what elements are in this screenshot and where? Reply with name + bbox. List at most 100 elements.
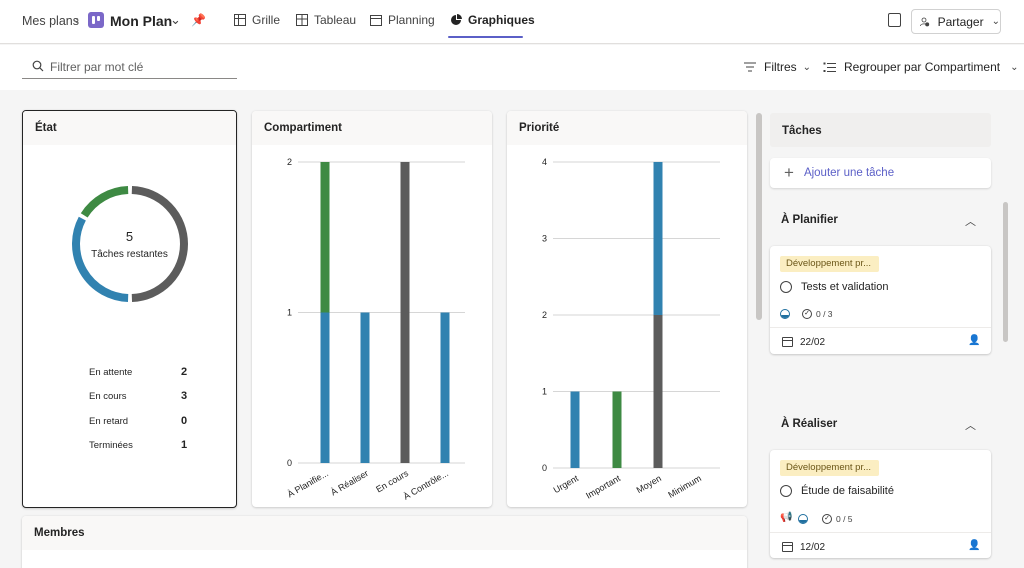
remaining-label: Tâches restantes: [91, 249, 168, 260]
chevron-down-icon: ⌄: [991, 16, 1000, 27]
members-card-title: Membres: [22, 516, 747, 550]
stat-label: En cours: [89, 391, 127, 402]
breadcrumb-my-plans[interactable]: Mes plans: [22, 14, 79, 28]
bar-segment[interactable]: [320, 312, 330, 464]
chevron-down-icon: ⌄: [802, 61, 812, 73]
chevron-down-icon: ⌄: [1010, 61, 1019, 73]
card-divider: [770, 532, 991, 533]
x-tick-label: Urgent: [552, 473, 581, 495]
assign-icon[interactable]: 👤: [968, 540, 981, 551]
group-by-button[interactable]: Regrouper par Compartiment ⌄: [823, 60, 1018, 74]
charts-scrollbar[interactable]: [756, 113, 762, 320]
tasks-scrollbar[interactable]: [1003, 202, 1008, 342]
bar-segment[interactable]: [653, 315, 663, 468]
y-tick-label: 1: [287, 308, 292, 318]
bucket-title: À Planifier: [781, 214, 838, 226]
tab-label: Graphiques: [468, 13, 535, 27]
progress-icon: [780, 309, 790, 319]
donut-slice[interactable]: [72, 216, 129, 302]
priority-chart-title: Priorité: [507, 111, 747, 145]
grid-icon: [234, 14, 246, 26]
plus-icon: +: [784, 163, 794, 182]
bucket-chart-title: Compartiment: [252, 111, 492, 145]
checklist-count: 0 / 3: [816, 309, 833, 319]
calendar-icon: [782, 542, 793, 552]
donut-slice[interactable]: [80, 186, 129, 218]
tab-board[interactable]: Tableau: [296, 0, 356, 40]
x-tick-label: À Réaliser: [329, 468, 370, 497]
stat-value: 2: [181, 366, 188, 378]
stat-row: En retard 0: [89, 415, 189, 427]
complete-task-checkbox[interactable]: [780, 281, 792, 293]
stat-row: En cours 3: [89, 390, 189, 402]
stat-label: En retard: [89, 416, 129, 427]
tab-schedule[interactable]: Planning: [370, 0, 435, 40]
store-icon[interactable]: [888, 13, 901, 27]
bar-segment[interactable]: [400, 162, 410, 463]
task-card[interactable]: Développement pr... Étude de faisabilité…: [770, 450, 991, 558]
filter-icon: [744, 62, 756, 72]
donut-slice[interactable]: [131, 186, 188, 302]
breadcrumb-chevron-icon: ›: [75, 13, 79, 27]
card-divider: [770, 327, 991, 328]
label-tag: Développement pr...: [780, 256, 880, 272]
add-task-label: Ajouter une tâche: [803, 167, 895, 179]
assign-icon[interactable]: 👤: [968, 335, 981, 346]
priority-chart-card[interactable]: Priorité 0 1 2 3 4 Urgent Important Moyen Minimu…: [507, 111, 747, 507]
task-card[interactable]: Développement pr... Tests et validation …: [770, 246, 991, 354]
search-box[interactable]: [22, 57, 237, 79]
chevron-up-icon[interactable]: ︿: [965, 216, 976, 228]
bar-segment[interactable]: [360, 312, 370, 464]
x-tick-label: Moyen: [635, 473, 663, 495]
complete-task-checkbox[interactable]: [780, 485, 792, 497]
chevron-down-icon[interactable]: ⌄: [170, 12, 181, 27]
checklist-count: 0 / 5: [836, 514, 853, 524]
pie-chart-icon: [451, 14, 462, 25]
add-task-button[interactable]: + Ajouter une tâche: [770, 158, 991, 188]
chevron-up-icon[interactable]: ︿: [965, 420, 976, 432]
due-date: 22/02: [800, 337, 826, 348]
bar-segment[interactable]: [612, 391, 622, 469]
task-name: Tests et validation: [801, 281, 889, 293]
plan-title[interactable]: Mon Plan: [110, 13, 173, 29]
y-tick-label: 0: [287, 458, 292, 468]
x-tick-label: Important: [584, 473, 622, 501]
board-icon: [296, 14, 308, 26]
bar-segment[interactable]: [440, 312, 450, 464]
bar-segment[interactable]: [653, 162, 663, 315]
tab-label: Tableau: [314, 13, 357, 27]
share-button[interactable]: Partager ⌄: [911, 9, 1001, 34]
stat-label: En attente: [89, 367, 133, 378]
plan-icon: [88, 12, 104, 28]
calendar-icon: [782, 337, 793, 347]
search-input[interactable]: [50, 57, 230, 77]
tab-label: Planning: [388, 13, 435, 27]
members-card[interactable]: Membres: [22, 516, 747, 568]
status-card[interactable]: État 5 Tâches restantes En attente 2 En c…: [22, 110, 237, 508]
checklist-icon: ✓: [802, 309, 812, 319]
remaining-count: 5: [125, 229, 134, 244]
tab-label: Grille: [252, 13, 281, 27]
bucket-title: À Réaliser: [781, 418, 838, 430]
stat-value: 0: [181, 415, 188, 427]
label-tag: Développement pr...: [780, 460, 880, 476]
calendar-icon: [370, 15, 382, 26]
filters-button[interactable]: Filtres ⌄: [744, 60, 811, 74]
bar-segment[interactable]: [570, 391, 580, 469]
filter-bar: Filtres ⌄ Regrouper par Compartiment ⌄: [0, 45, 1024, 90]
pin-icon[interactable]: 📌: [191, 13, 206, 27]
bar-segment[interactable]: [320, 162, 330, 313]
tab-grid[interactable]: Grille: [234, 0, 280, 40]
task-name: Étude de faisabilité: [801, 485, 894, 497]
status-donut-chart: [72, 186, 188, 302]
tab-charts[interactable]: Graphiques: [450, 0, 535, 40]
stat-row: Terminées 1: [89, 439, 189, 451]
group-list-icon: [823, 62, 836, 72]
checklist-icon: ✓: [822, 514, 832, 524]
progress-icon: [798, 514, 808, 524]
priority-bar-chart: 0 1 2 3 4 Urgent Important Moyen Minimum: [542, 157, 720, 501]
x-tick-label: Minimum: [666, 473, 703, 500]
group-by-label: Regrouper par Compartiment: [844, 60, 1001, 74]
